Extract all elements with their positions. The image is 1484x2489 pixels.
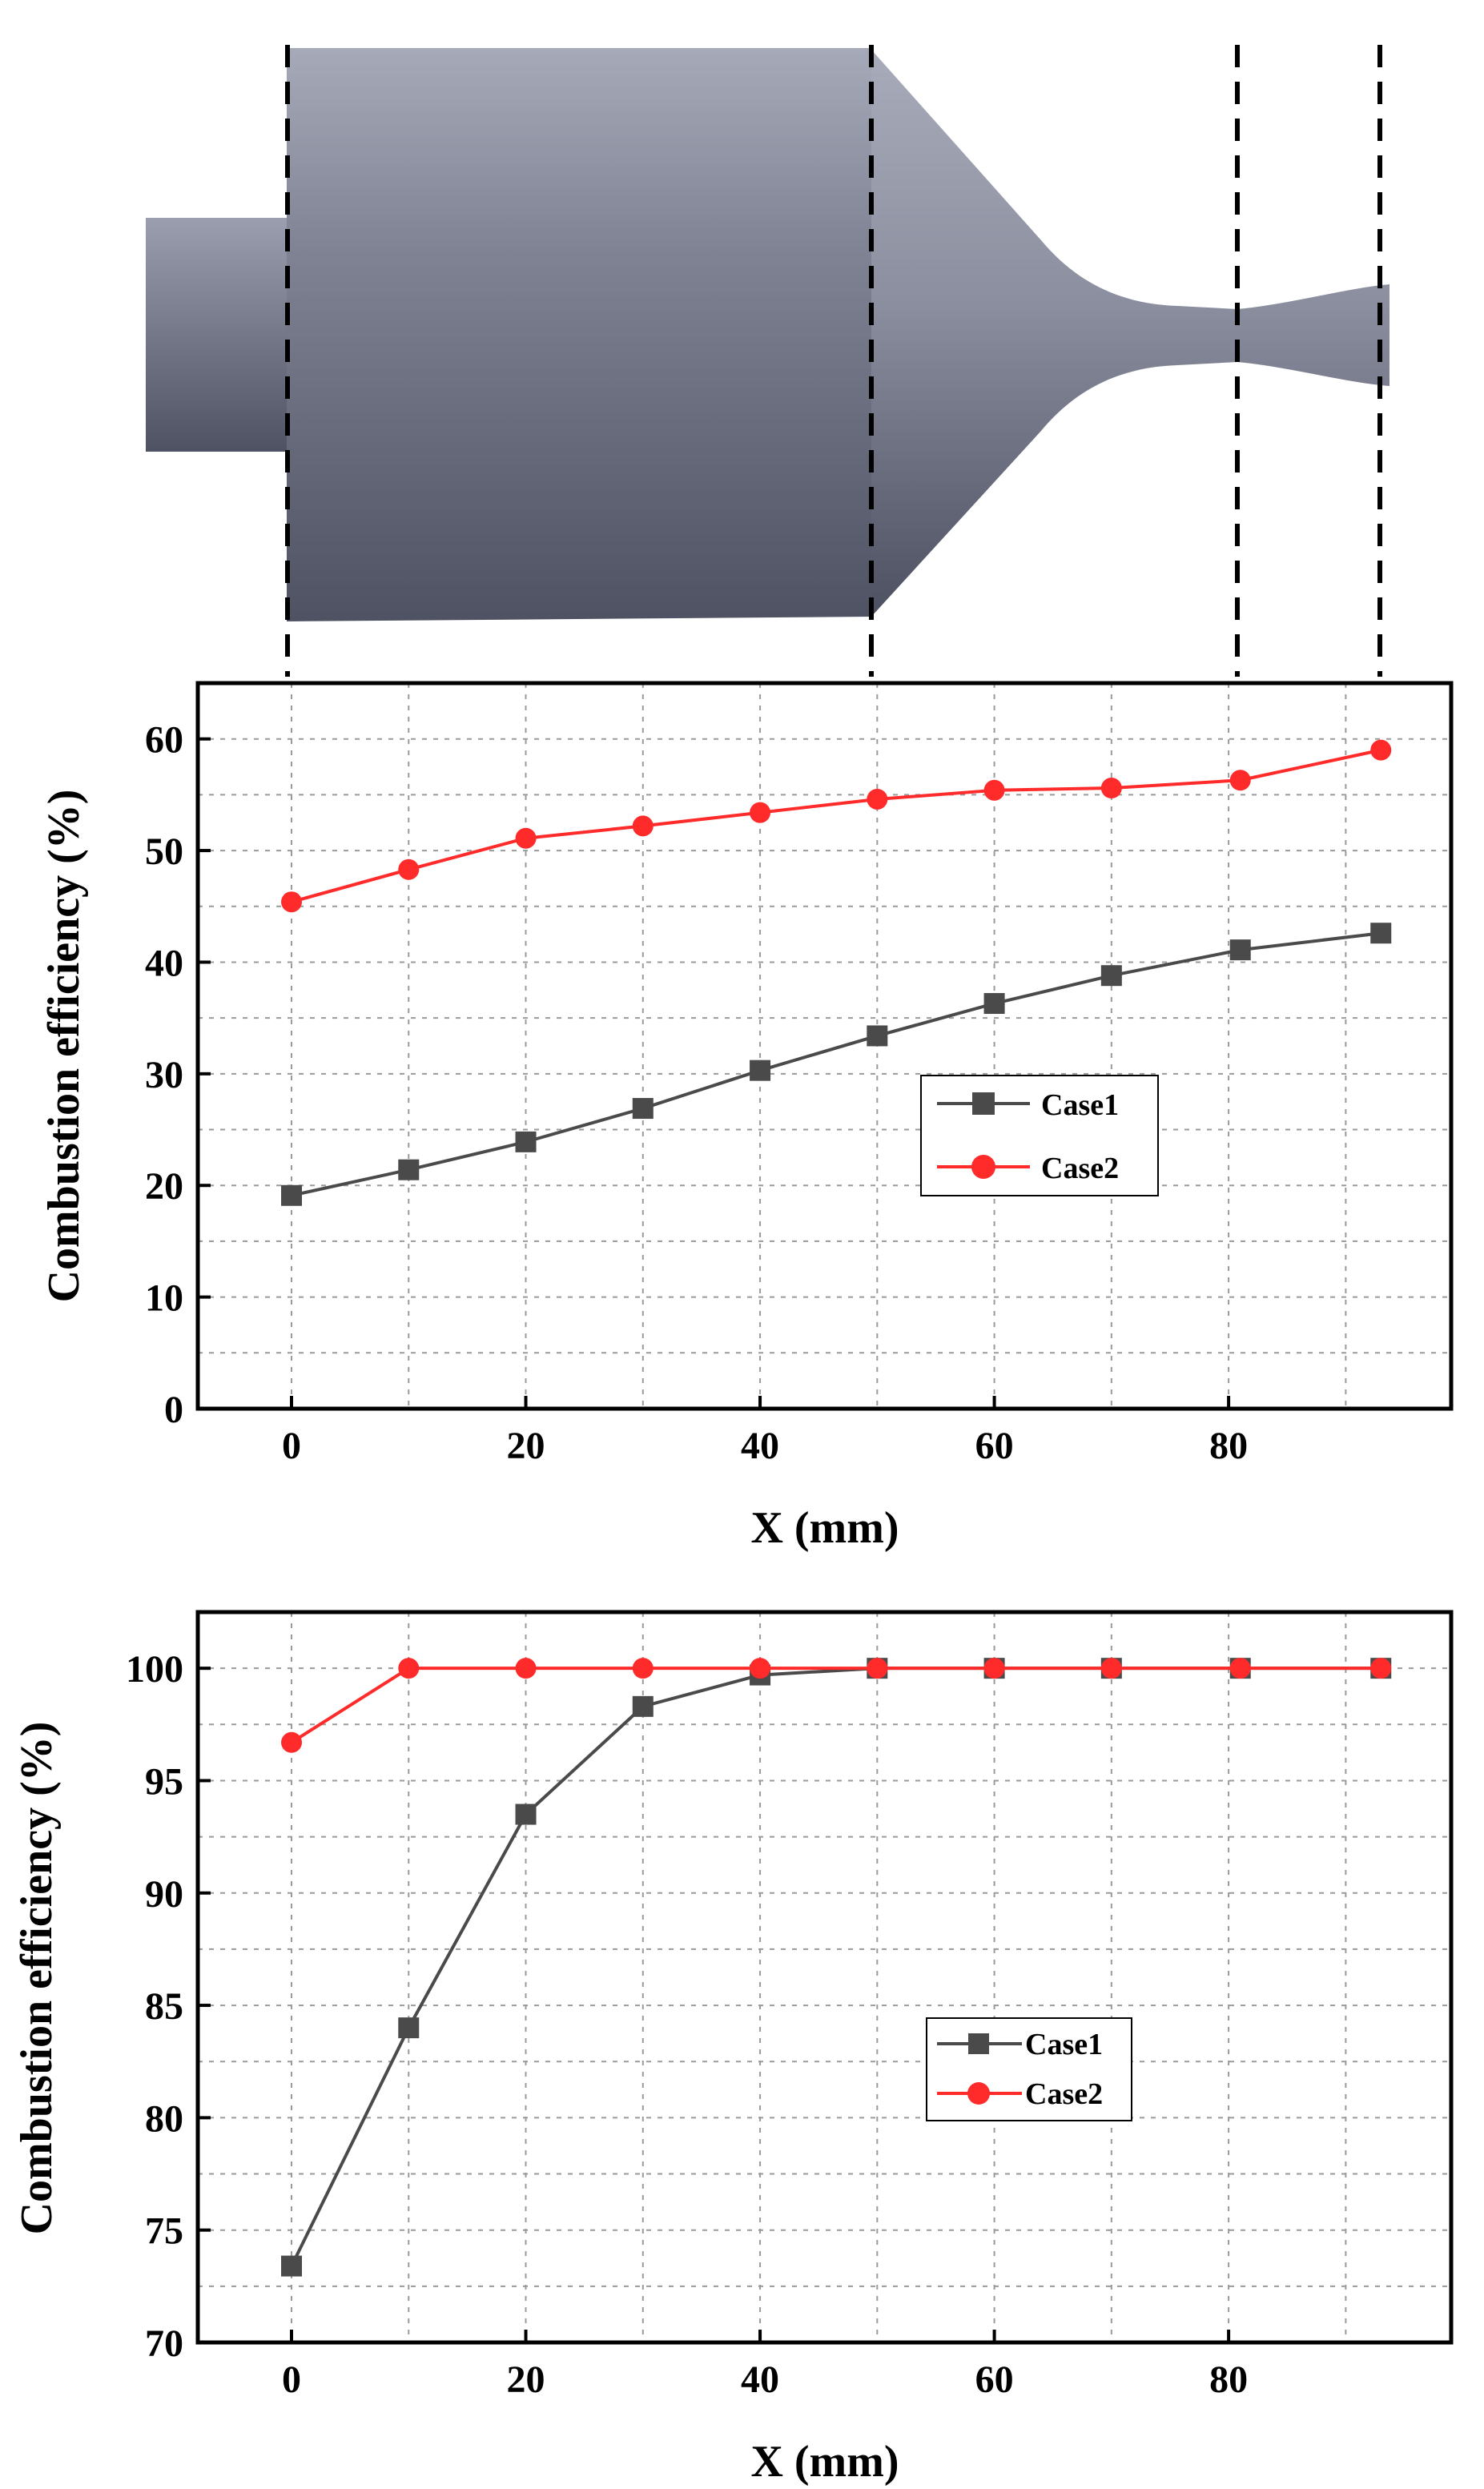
- legend-marker-case2: [971, 1155, 995, 1179]
- data-point-case2: [398, 858, 420, 880]
- legend-label-case2: Case2: [1041, 1152, 1119, 1185]
- data-point-case1: [515, 1803, 537, 1825]
- data-point-case2: [750, 1658, 771, 1679]
- chart-bottom: 0 20 40 60 80 70 75 80 85 90 95 100 Combustion effi…: [12, 1610, 1454, 2487]
- x-tick-label: 60: [975, 1425, 1014, 1467]
- x-tick-label: 40: [741, 2358, 779, 2401]
- data-point-case2: [281, 1731, 303, 1753]
- data-point-case2: [1100, 778, 1122, 799]
- data-point-case2: [1229, 1658, 1251, 1679]
- data-point-case1: [515, 1131, 537, 1152]
- data-point-case1: [867, 1025, 888, 1047]
- legend-marker-case2: [967, 2082, 990, 2105]
- y-tick-label: 50: [145, 830, 183, 873]
- data-point-case2: [398, 1658, 420, 1679]
- data-point-case2: [515, 827, 537, 849]
- series-case1: [281, 923, 1392, 1206]
- x-tick-label: 80: [1209, 2358, 1248, 2401]
- data-point-case2: [632, 815, 654, 837]
- data-point-case2: [867, 1658, 888, 1679]
- series-case2: [281, 739, 1392, 913]
- data-point-case2: [632, 1658, 654, 1679]
- data-point-case2: [867, 788, 888, 810]
- data-point-case1: [983, 993, 1005, 1015]
- chart-top-legend: Case1 Case2: [920, 1075, 1159, 1196]
- chart-top-ticks: 0 20 40 60 80 0 10 20 30 40 50 60: [145, 719, 1248, 1467]
- legend-box: [920, 1075, 1159, 1196]
- chart-top-x-axis-title: X (mm): [750, 1503, 899, 1553]
- series-line-case1: [290, 1667, 1381, 2267]
- inlet-pipe: [146, 218, 287, 452]
- chart-bottom-grid: [198, 1612, 1451, 2342]
- y-tick-label: 60: [145, 719, 183, 762]
- chart-bottom-y-axis-title: Combustion efficiency (%): [12, 1722, 62, 2235]
- data-point-case2: [1370, 1658, 1392, 1679]
- legend-label-case2: Case2: [1025, 2077, 1103, 2111]
- chart-top: 0 20 40 60 80 0 10 20 30 40 50 60 Combustion effici…: [39, 681, 1454, 1553]
- chart-top-series: [281, 739, 1392, 1206]
- y-tick-label: 95: [145, 1760, 183, 1803]
- series-line-case2: [290, 1667, 1381, 1744]
- data-point-case1: [281, 2255, 303, 2277]
- y-tick-label: 0: [164, 1389, 183, 1431]
- data-point-case2: [750, 802, 771, 823]
- chart-bottom-legend: Case1 Case2: [926, 2017, 1132, 2121]
- chart-bottom-x-axis-title: X (mm): [750, 2437, 899, 2487]
- x-tick-label: 20: [507, 1425, 545, 1467]
- data-point-case1: [281, 1184, 303, 1206]
- data-point-case1: [632, 1695, 654, 1717]
- y-tick-label: 70: [145, 2322, 183, 2365]
- x-tick-label: 60: [975, 2358, 1014, 2401]
- data-point-case2: [281, 891, 303, 913]
- series-case2: [281, 1658, 1392, 1753]
- converging-nozzle: [871, 50, 1389, 617]
- data-point-case1: [398, 1159, 420, 1180]
- y-tick-label: 90: [145, 1873, 183, 1916]
- y-tick-label: 20: [145, 1165, 183, 1208]
- data-point-case1: [750, 1060, 771, 1081]
- combustor-chamber: [287, 48, 871, 621]
- y-tick-label: 40: [145, 942, 183, 984]
- series-line-case2: [291, 748, 1381, 904]
- y-tick-label: 10: [145, 1277, 183, 1320]
- data-point-case2: [1370, 739, 1392, 761]
- data-point-case1: [398, 2017, 420, 2039]
- series-case1: [281, 1658, 1392, 2277]
- chart-top-grid: [198, 683, 1451, 1409]
- series-line-case1: [291, 931, 1381, 1197]
- chart-top-y-axis-title: Combustion efficiency (%): [39, 790, 89, 1303]
- y-tick-label: 85: [145, 1985, 183, 2028]
- x-tick-label: 80: [1209, 1425, 1248, 1467]
- x-tick-label: 0: [282, 2358, 301, 2401]
- data-point-case1: [1229, 939, 1251, 961]
- data-point-case1: [1100, 965, 1122, 987]
- legend-label-case1: Case1: [1041, 1088, 1119, 1122]
- y-tick-label: 75: [145, 2210, 183, 2253]
- x-tick-label: 20: [507, 2358, 545, 2401]
- legend-marker-case1: [972, 1092, 995, 1115]
- data-point-case2: [983, 779, 1005, 801]
- data-point-case2: [1100, 1658, 1122, 1679]
- data-point-case2: [1229, 770, 1251, 791]
- data-point-case2: [983, 1658, 1005, 1679]
- legend-box: [926, 2017, 1132, 2121]
- legend-marker-case1: [968, 2033, 989, 2054]
- x-tick-label: 40: [741, 1425, 779, 1467]
- chart-bottom-ticks: 0 20 40 60 80 70 75 80 85 90 95 100: [126, 1648, 1248, 2401]
- chart-bottom-frame: [195, 1610, 1454, 2345]
- y-tick-label: 100: [126, 1648, 183, 1691]
- x-tick-label: 0: [282, 1425, 301, 1467]
- combustor-geometry: [146, 45, 1389, 677]
- data-point-case1: [632, 1098, 654, 1120]
- y-tick-label: 80: [145, 2097, 183, 2140]
- chart-bottom-series: [281, 1658, 1392, 2277]
- legend-label-case1: Case1: [1025, 2028, 1103, 2061]
- y-tick-label: 30: [145, 1054, 183, 1096]
- chart-top-frame: [195, 681, 1454, 1411]
- data-point-case1: [1370, 923, 1392, 944]
- data-point-case2: [515, 1658, 537, 1679]
